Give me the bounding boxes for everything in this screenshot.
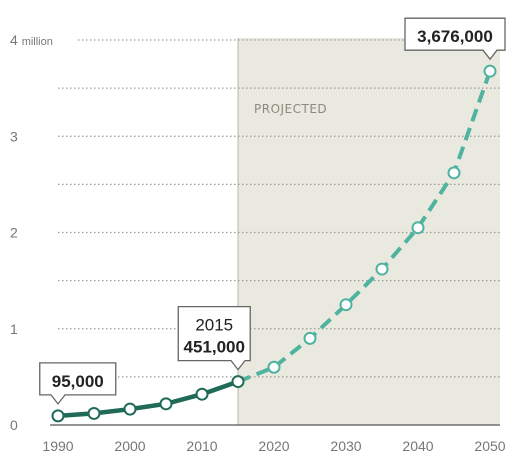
callout-label: 95,000 <box>52 372 104 391</box>
y-tick-label: 1 <box>10 321 18 337</box>
projected-data-point <box>267 360 281 374</box>
projected-data-point <box>483 64 497 78</box>
actual-data-point <box>123 402 137 416</box>
actual-data-point <box>195 387 209 401</box>
actual-data-point <box>159 397 173 411</box>
data-callout: 2015 451,000 <box>177 305 251 371</box>
x-tick-label: 2020 <box>258 438 289 454</box>
x-tick-label: 2010 <box>186 438 217 454</box>
projected-data-point <box>411 221 425 235</box>
data-callout: 95,000 <box>39 362 117 405</box>
projected-data-point <box>303 331 317 345</box>
projected-data-point <box>447 166 461 180</box>
callout-label: 3,676,000 <box>417 27 493 46</box>
actual-data-point <box>51 409 65 423</box>
y-tick-label: 0 <box>10 417 18 433</box>
actual-data-point <box>231 375 245 389</box>
callout-label: 451,000 <box>184 338 245 357</box>
y-tick-label: 2 <box>10 225 18 241</box>
projected-label: PROJECTED <box>254 102 327 116</box>
y-tick-label: 4 million <box>10 32 53 48</box>
actual-data-point <box>87 406 101 420</box>
x-tick-label: 2040 <box>402 438 433 454</box>
projected-series-line <box>237 70 492 384</box>
x-tick-label: 1990 <box>42 438 73 454</box>
y-tick-label: 3 <box>10 128 18 144</box>
projected-data-point <box>375 262 389 276</box>
data-callout: 3,676,000 <box>404 17 506 61</box>
callout-box <box>404 17 506 61</box>
projected-data-point <box>339 298 353 312</box>
x-tick-label: 2050 <box>474 438 505 454</box>
x-tick-label: 2030 <box>330 438 361 454</box>
callout-box <box>177 305 251 371</box>
x-tick-label: 2000 <box>114 438 145 454</box>
callout-box <box>39 362 117 405</box>
callout-label: 2015 <box>195 316 233 335</box>
